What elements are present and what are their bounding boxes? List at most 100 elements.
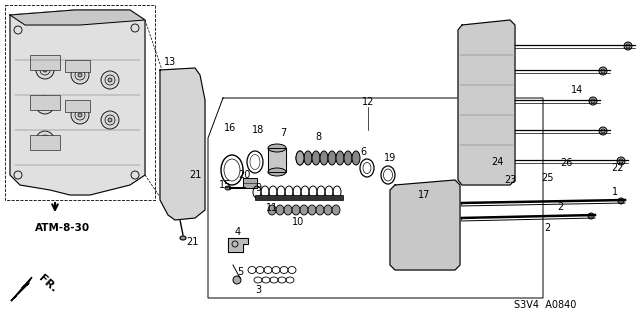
Ellipse shape	[268, 144, 286, 152]
Circle shape	[188, 127, 190, 129]
Circle shape	[43, 68, 47, 72]
Text: 10: 10	[292, 217, 304, 227]
Ellipse shape	[300, 205, 308, 215]
Text: 2: 2	[557, 202, 563, 212]
Circle shape	[500, 68, 504, 72]
Polygon shape	[268, 148, 286, 172]
Circle shape	[468, 68, 472, 72]
Ellipse shape	[308, 205, 316, 215]
Circle shape	[180, 117, 182, 119]
Circle shape	[43, 138, 47, 142]
Text: 21: 21	[189, 170, 201, 180]
Circle shape	[427, 222, 433, 228]
Text: 11: 11	[266, 203, 278, 213]
Circle shape	[599, 127, 607, 135]
Text: 25: 25	[541, 173, 554, 183]
Bar	[255, 195, 343, 200]
Circle shape	[180, 137, 182, 139]
Text: 16: 16	[224, 123, 236, 133]
Text: 21: 21	[186, 237, 198, 247]
Circle shape	[36, 131, 54, 149]
Circle shape	[172, 117, 174, 119]
Circle shape	[413, 246, 417, 250]
Circle shape	[233, 276, 241, 284]
Text: 20: 20	[238, 170, 250, 180]
Text: 5: 5	[237, 267, 243, 277]
Circle shape	[589, 97, 597, 105]
Circle shape	[188, 137, 190, 139]
Text: S3V4  A0840: S3V4 A0840	[514, 300, 576, 310]
Polygon shape	[390, 180, 460, 270]
Circle shape	[478, 61, 496, 79]
Ellipse shape	[296, 151, 304, 165]
Circle shape	[108, 118, 112, 122]
Text: 2: 2	[544, 223, 550, 233]
Circle shape	[588, 213, 594, 219]
Text: 3: 3	[255, 285, 261, 295]
Circle shape	[101, 111, 119, 129]
Circle shape	[442, 246, 447, 250]
Circle shape	[180, 157, 182, 159]
Circle shape	[172, 157, 174, 159]
Circle shape	[493, 61, 511, 79]
Circle shape	[461, 121, 479, 139]
Circle shape	[500, 128, 504, 132]
Circle shape	[485, 128, 489, 132]
Ellipse shape	[268, 168, 286, 176]
Text: 22: 22	[612, 163, 624, 173]
Circle shape	[412, 222, 418, 228]
Ellipse shape	[332, 205, 340, 215]
Polygon shape	[10, 10, 145, 25]
Text: 19: 19	[384, 153, 396, 163]
Text: FR.: FR.	[37, 273, 59, 294]
Circle shape	[78, 73, 82, 77]
Circle shape	[468, 128, 472, 132]
Text: 4: 4	[235, 227, 241, 237]
Ellipse shape	[320, 151, 328, 165]
Ellipse shape	[284, 205, 292, 215]
Text: 23: 23	[504, 175, 516, 185]
Circle shape	[172, 107, 174, 109]
Circle shape	[461, 61, 479, 79]
Circle shape	[172, 137, 174, 139]
Text: 6: 6	[360, 147, 366, 157]
Ellipse shape	[276, 205, 284, 215]
Circle shape	[101, 71, 119, 89]
Ellipse shape	[268, 205, 276, 215]
Circle shape	[180, 107, 182, 109]
Ellipse shape	[296, 151, 304, 165]
Circle shape	[618, 198, 624, 204]
Circle shape	[71, 106, 89, 124]
Circle shape	[108, 78, 112, 82]
Circle shape	[43, 103, 47, 107]
Text: 17: 17	[418, 190, 430, 200]
Text: 26: 26	[560, 158, 572, 168]
Circle shape	[188, 117, 190, 119]
Circle shape	[36, 96, 54, 114]
Ellipse shape	[328, 151, 336, 165]
Text: 1: 1	[612, 187, 618, 197]
Text: ATM-8-30: ATM-8-30	[35, 223, 90, 233]
Circle shape	[172, 127, 174, 129]
Bar	[30, 95, 60, 110]
Text: 7: 7	[280, 128, 286, 138]
Circle shape	[180, 127, 182, 129]
Polygon shape	[458, 20, 515, 185]
Polygon shape	[160, 68, 205, 220]
Ellipse shape	[352, 151, 360, 165]
Polygon shape	[11, 277, 32, 301]
Circle shape	[478, 121, 496, 139]
Ellipse shape	[312, 151, 320, 165]
Polygon shape	[228, 238, 248, 252]
Circle shape	[624, 42, 632, 50]
Bar	[30, 55, 60, 70]
Bar	[243, 178, 257, 188]
Ellipse shape	[344, 151, 352, 165]
Bar	[65, 100, 90, 112]
Text: 12: 12	[362, 97, 374, 107]
Circle shape	[188, 107, 190, 109]
Text: 8: 8	[315, 132, 321, 142]
Ellipse shape	[324, 205, 332, 215]
Circle shape	[188, 147, 190, 149]
Text: 13: 13	[164, 57, 176, 67]
